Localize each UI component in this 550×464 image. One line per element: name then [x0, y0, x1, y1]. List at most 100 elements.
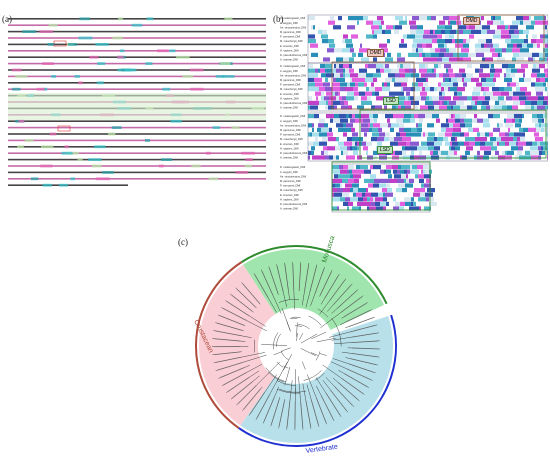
sequence-highlight — [17, 145, 24, 148]
alignment-cell — [546, 16, 548, 20]
alignment-cell — [330, 57, 336, 61]
alignment-cell — [371, 202, 375, 206]
alignment-cell — [516, 87, 520, 91]
alignment-cell — [448, 119, 455, 123]
alignment-cell — [499, 151, 502, 155]
alignment-cell — [446, 155, 450, 159]
species-name: H. sapiens_DMI — [280, 96, 299, 100]
alignment-cell — [417, 146, 423, 150]
alignment-cell — [437, 25, 445, 29]
alignment-cell — [381, 174, 388, 178]
alignment-cell — [395, 78, 401, 82]
alignment-cell — [324, 92, 326, 96]
alignment-cell — [338, 92, 340, 96]
alignment-cell — [334, 114, 339, 118]
alignment-cell — [332, 69, 336, 73]
alignment-cell — [447, 82, 453, 86]
alignment-cell — [344, 92, 347, 96]
alignment-cell — [526, 53, 532, 57]
alignment-cell — [421, 142, 427, 146]
alignment-cell — [410, 146, 417, 150]
alignment-cell — [388, 48, 396, 52]
alignment-cell — [359, 179, 364, 183]
species-name: P. vannamei_DMI — [280, 83, 301, 87]
alignment-cell — [404, 101, 411, 105]
alignment-cell — [535, 87, 537, 91]
alignment-cell — [401, 78, 408, 82]
species-name: M. rosenbergii_DMI — [280, 188, 303, 192]
sequence-highlight — [112, 37, 123, 40]
alignment-cell — [535, 21, 543, 25]
alignment-cell — [358, 73, 366, 77]
alignment-cell — [366, 73, 373, 77]
alignment-cell — [336, 123, 343, 127]
alignment-cell — [486, 34, 493, 38]
alignment-cell — [399, 30, 405, 34]
alignment-cell — [402, 188, 407, 192]
domain-tag-lsd-row4: LSD — [377, 146, 393, 154]
alignment-cell — [428, 146, 434, 150]
alignment-cell — [385, 30, 391, 34]
alignment-cell — [455, 39, 463, 43]
alignment-cell — [479, 30, 481, 34]
alignment-cell — [419, 53, 422, 57]
alignment-cell — [426, 78, 428, 82]
alignment-cell — [368, 16, 373, 20]
alignment-cell — [480, 142, 485, 146]
alignment-cell — [535, 123, 539, 127]
species-name: D. pseudoobscura_DMI — [280, 101, 308, 105]
alignment-cell — [319, 57, 323, 61]
alignment-cell — [342, 96, 346, 100]
alignment-cell — [358, 170, 364, 174]
alignment-cell — [337, 202, 343, 206]
alignment-cell — [365, 92, 372, 96]
alignment-cell — [482, 25, 490, 29]
alignment-cell — [368, 123, 370, 127]
alignment-cell — [395, 87, 401, 91]
alignment-cell — [408, 165, 410, 169]
alignment-cell — [425, 73, 428, 77]
sequence-highlight — [94, 145, 105, 148]
alignment-cell — [318, 73, 321, 77]
alignment-cell — [531, 39, 536, 43]
alignment-cell — [328, 39, 334, 43]
alignment-cell — [436, 16, 443, 20]
alignment-cell — [343, 188, 350, 192]
alignment-cell — [325, 119, 330, 123]
sequence-highlight — [42, 62, 54, 65]
alignment-cell — [497, 146, 503, 150]
alignment-cell — [512, 21, 520, 25]
alignment-cell — [437, 39, 445, 43]
alignment-cell — [308, 87, 316, 91]
alignment-cell — [538, 146, 541, 150]
alignment-cell — [524, 114, 532, 118]
alignment-cell — [522, 114, 524, 118]
alignment-cell — [387, 188, 392, 192]
alignment-cell — [416, 69, 419, 73]
alignment-cell — [452, 132, 460, 136]
alignment-cell — [384, 137, 389, 141]
alignment-cell — [531, 92, 536, 96]
alignment-cell — [430, 87, 434, 91]
alignment-cell — [433, 128, 441, 132]
alignment-cell — [379, 183, 386, 187]
alignment-cell — [367, 82, 371, 86]
alignment-cell — [423, 57, 431, 61]
alignment-cell — [336, 137, 339, 141]
alignment-cell — [504, 73, 506, 77]
sequence-highlight — [169, 49, 175, 52]
alignment-cell — [534, 132, 539, 136]
alignment-cell — [489, 87, 492, 91]
alignment-cell — [311, 53, 318, 57]
alignment-cell — [416, 53, 419, 57]
alignment-cell — [487, 64, 489, 68]
alignment-cell — [437, 87, 441, 91]
alignment-cell — [516, 142, 518, 146]
alignment-cell — [544, 96, 548, 100]
alignment-cell — [504, 78, 512, 82]
alignment-cell — [376, 101, 383, 105]
alignment-cell — [350, 188, 353, 192]
alignment-cell — [414, 105, 418, 109]
alignment-cell — [353, 87, 358, 91]
alignment-cell — [464, 101, 471, 105]
